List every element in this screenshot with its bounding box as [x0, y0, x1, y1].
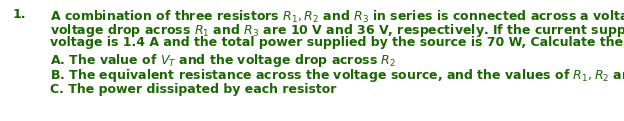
Text: C. The power dissipated by each resistor: C. The power dissipated by each resistor	[50, 83, 336, 96]
Text: B. The equivalent resistance across the voltage source, and the values of $R_1, : B. The equivalent resistance across the …	[50, 67, 624, 84]
Text: A combination of three resistors $R_1, R_2$ and $R_3$ in series is connected acr: A combination of three resistors $R_1, R…	[50, 8, 624, 25]
Text: A. The value of $V_T$ and the voltage drop across $R_2$: A. The value of $V_T$ and the voltage dr…	[50, 52, 396, 69]
Text: voltage drop across $R_1$ and $R_3$ are 10 V and 36 V, respectively. If the curr: voltage drop across $R_1$ and $R_3$ are …	[50, 22, 624, 39]
Text: 1.: 1.	[13, 8, 26, 21]
Text: voltage is 1.4 A and the total power supplied by the source is 70 W, Calculate t: voltage is 1.4 A and the total power sup…	[50, 36, 624, 49]
